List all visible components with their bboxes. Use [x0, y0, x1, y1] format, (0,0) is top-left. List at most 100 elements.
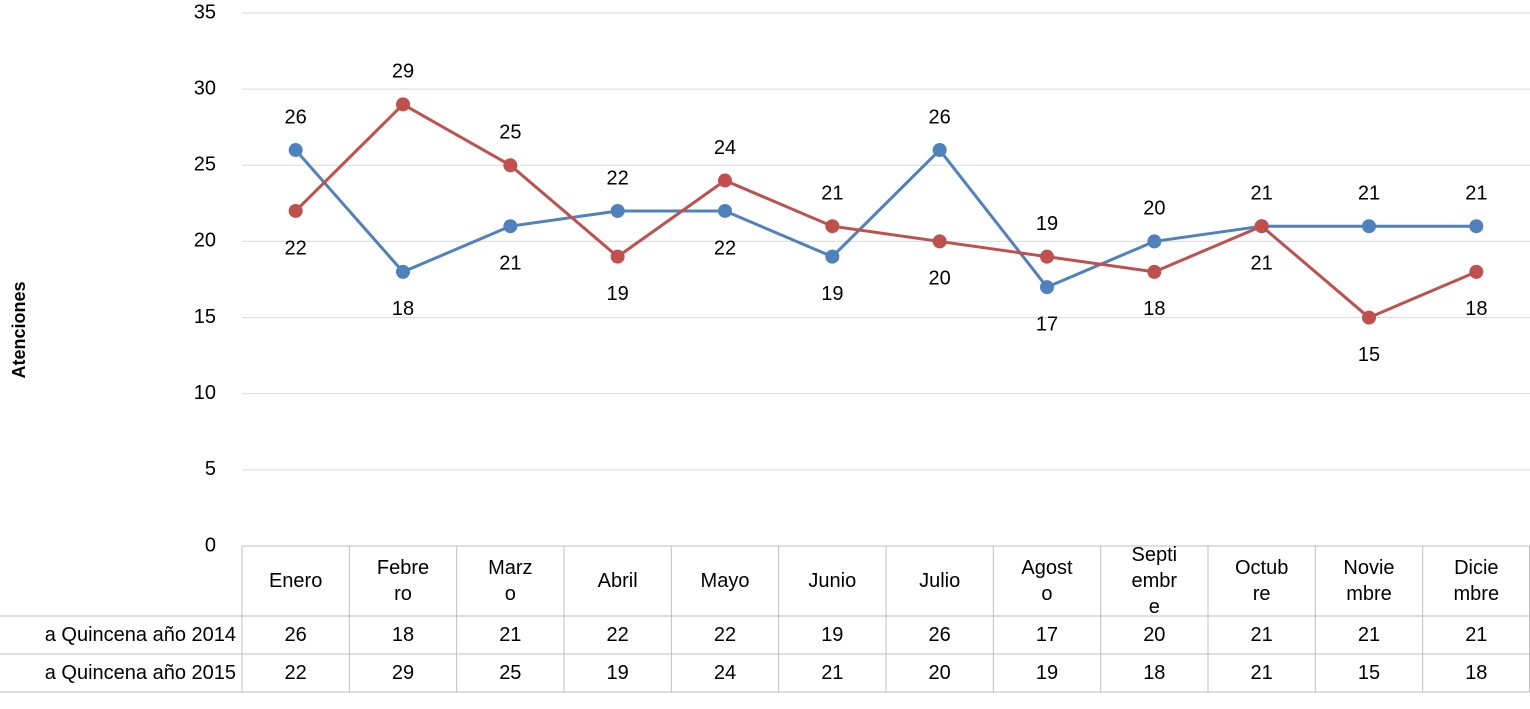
point-marker — [288, 203, 303, 218]
point-marker — [1040, 249, 1054, 264]
data-label: 22 — [285, 237, 307, 259]
data-label: 26 — [929, 106, 951, 128]
table-value-text: 21 — [821, 662, 844, 684]
y-tick-label: 15 — [194, 306, 216, 328]
series-line — [294, 147, 1477, 289]
point-marker — [718, 173, 732, 188]
table-value: 21 — [457, 616, 564, 654]
data-label: 19 — [1036, 213, 1058, 235]
table-value-text: 18 — [1143, 662, 1166, 684]
data-label: 22 — [714, 237, 736, 259]
table-value-text: 22 — [606, 624, 629, 646]
table-value-text: 21 — [1465, 624, 1488, 646]
category-label: Abril — [564, 546, 671, 616]
y-tick-label: 10 — [194, 382, 216, 404]
category-label: Septiembre — [1101, 544, 1208, 618]
legend-entry: a Quincena año 2014 — [44, 623, 236, 646]
table-value: 18 — [1101, 654, 1208, 692]
series-line — [294, 102, 1477, 320]
point-marker — [503, 158, 518, 173]
point-marker — [1362, 310, 1376, 325]
category-label: Junio — [779, 546, 886, 616]
category-label-text: Marzo — [488, 557, 533, 605]
table-value: 21 — [1315, 616, 1422, 654]
category-label-text: Enero — [268, 570, 323, 592]
y-tick-label: 25 — [194, 154, 216, 176]
y-tick-label: 0 — [205, 534, 216, 556]
table-value: 19 — [564, 654, 671, 692]
category-label-text: Junio — [808, 570, 857, 592]
table-value-text: 22 — [284, 662, 307, 684]
legend-entry: a Quincena año 2015 — [44, 661, 236, 684]
data-label: 25 — [499, 122, 521, 144]
point-marker — [1469, 219, 1484, 234]
category-label: Agosto — [993, 546, 1100, 616]
table-value-text: 15 — [1357, 662, 1381, 684]
category-label-text: Octubre — [1234, 557, 1289, 605]
data-label: 24 — [714, 137, 736, 159]
point-marker — [396, 97, 410, 112]
table-value-text: 19 — [1035, 662, 1059, 684]
y-tick-label: 35 — [194, 1, 216, 23]
point-marker — [1254, 219, 1269, 234]
table-value-text: 21 — [499, 624, 522, 646]
table-value: 17 — [993, 616, 1100, 654]
data-label: 22 — [607, 167, 629, 189]
table-value: 19 — [993, 654, 1100, 692]
point-marker — [1147, 234, 1162, 249]
category-label: Mayo — [671, 546, 778, 616]
category-label: Enero — [242, 546, 349, 616]
category-label: Marzo — [457, 546, 564, 616]
data-label: 21 — [1251, 252, 1273, 274]
y-tick-label: 20 — [194, 230, 216, 252]
table-value: 21 — [1208, 654, 1315, 692]
table-value-text: 22 — [713, 624, 737, 646]
table-value: 22 — [564, 616, 671, 654]
point-marker — [1469, 264, 1484, 279]
data-label: 19 — [607, 283, 629, 305]
data-label: 19 — [821, 283, 843, 305]
table-value-text: 17 — [1035, 624, 1059, 646]
category-label: Octubre — [1208, 546, 1315, 616]
table-value: 15 — [1315, 654, 1422, 692]
category-label-text: Noviembre — [1343, 557, 1395, 605]
category-label: Febrero — [349, 546, 456, 616]
point-marker — [288, 143, 303, 158]
table-value-text: 26 — [284, 624, 307, 646]
data-label: 20 — [929, 268, 951, 290]
table-value: 25 — [457, 654, 564, 692]
point-marker — [825, 249, 840, 264]
table-value-text: 25 — [499, 662, 522, 684]
table-value-text: 20 — [928, 662, 951, 684]
point-marker — [718, 203, 732, 218]
point-marker — [1362, 219, 1376, 234]
category-label: Julio — [886, 546, 993, 616]
data-label: 21 — [821, 182, 843, 204]
y-tick-label: 30 — [194, 77, 216, 99]
point-marker — [503, 219, 518, 234]
table-value: 18 — [1423, 654, 1530, 692]
table-value: 19 — [779, 616, 886, 654]
y-tick-label: 5 — [205, 458, 216, 480]
table-value: 26 — [886, 616, 993, 654]
data-label: 21 — [1251, 182, 1273, 204]
table-value: 29 — [349, 654, 456, 692]
category-label-text: Abril — [597, 570, 638, 592]
table-value-text: 19 — [606, 662, 629, 684]
data-label: 18 — [392, 298, 414, 320]
point-marker — [1040, 280, 1054, 295]
data-label: 15 — [1358, 344, 1380, 366]
data-label: 21 — [1465, 182, 1487, 204]
point-marker — [1147, 264, 1162, 279]
table-value-text: 18 — [1465, 662, 1488, 684]
category-label: Noviembre — [1315, 546, 1422, 616]
table-value: 21 — [1423, 616, 1530, 654]
table-value-text: 29 — [391, 662, 415, 684]
table-value-text: 19 — [821, 624, 844, 646]
point-marker — [610, 203, 625, 218]
data-label: 21 — [499, 252, 521, 274]
table-value-text: 21 — [1250, 624, 1273, 646]
table-value: 20 — [886, 654, 993, 692]
category-label-text: Mayo — [700, 570, 750, 592]
